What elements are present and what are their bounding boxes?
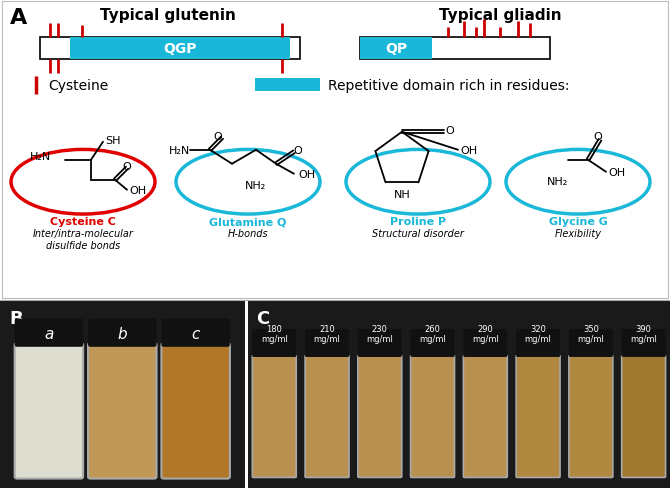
FancyBboxPatch shape [88,319,157,347]
Text: OH: OH [129,185,146,195]
FancyBboxPatch shape [622,356,665,477]
FancyBboxPatch shape [15,344,83,479]
Text: OH: OH [608,167,625,177]
Text: 320
mg/ml: 320 mg/ml [525,324,551,344]
FancyBboxPatch shape [88,344,157,479]
Text: Cysteine: Cysteine [48,79,109,93]
Text: 290
mg/ml: 290 mg/ml [472,324,498,344]
Text: H-bonds: H-bonds [228,228,268,239]
Text: Repetitive domain rich in residues:: Repetitive domain rich in residues: [328,79,570,93]
FancyBboxPatch shape [411,356,454,477]
Text: Typical glutenin: Typical glutenin [100,8,236,23]
FancyBboxPatch shape [15,319,83,347]
Bar [40,38,300,60]
FancyBboxPatch shape [161,319,230,347]
FancyBboxPatch shape [305,329,349,357]
Text: OH: OH [460,145,477,155]
Text: NH₂: NH₂ [245,181,267,190]
Text: H₂N: H₂N [29,151,51,162]
Text: QGP: QGP [163,42,197,56]
Text: NH: NH [394,189,410,199]
FancyBboxPatch shape [516,356,560,477]
Text: 180
mg/ml: 180 mg/ml [261,324,287,344]
FancyBboxPatch shape [569,329,613,357]
Text: 350
mg/ml: 350 mg/ml [578,324,604,344]
Text: O: O [293,145,302,155]
FancyBboxPatch shape [464,356,507,477]
Bar [360,38,432,60]
Text: 230
mg/ml: 230 mg/ml [366,324,393,344]
Text: NH₂: NH₂ [547,176,569,186]
Text: B: B [10,309,23,327]
FancyBboxPatch shape [464,329,507,357]
Text: SH: SH [105,136,121,145]
FancyBboxPatch shape [516,329,560,357]
Text: a: a [44,326,54,342]
Text: O: O [594,131,602,142]
Text: O: O [214,131,222,142]
FancyBboxPatch shape [253,329,296,357]
FancyBboxPatch shape [569,356,613,477]
Ellipse shape [11,150,155,215]
FancyBboxPatch shape [161,344,230,479]
Bar [70,38,290,60]
Ellipse shape [176,150,320,215]
Text: 390
mg/ml: 390 mg/ml [630,324,657,344]
Text: Proline P: Proline P [390,217,446,226]
Text: OH: OH [298,169,315,180]
Text: H₂N: H₂N [169,145,190,155]
Text: Typical gliadin: Typical gliadin [439,8,561,23]
Text: Flexibility: Flexibility [555,228,602,239]
Bar [255,79,320,92]
Text: Glycine G: Glycine G [549,217,608,226]
FancyBboxPatch shape [358,329,402,357]
Ellipse shape [506,150,650,215]
Text: 210
mg/ml: 210 mg/ml [314,324,340,344]
Text: Cysteine C: Cysteine C [50,217,116,226]
Text: c: c [192,326,200,342]
Text: O: O [123,162,131,171]
Bar [360,38,550,60]
FancyBboxPatch shape [253,356,296,477]
FancyBboxPatch shape [305,356,349,477]
Ellipse shape [346,150,490,215]
Text: b: b [117,326,127,342]
Text: A: A [10,8,27,28]
Text: Structural disorder: Structural disorder [372,228,464,239]
Text: O: O [446,125,454,136]
FancyBboxPatch shape [358,356,402,477]
Text: 260
mg/ml: 260 mg/ml [419,324,446,344]
FancyBboxPatch shape [622,329,665,357]
Text: C: C [257,309,269,327]
Text: Inter/intra-molecular
disulfide bonds: Inter/intra-molecular disulfide bonds [33,228,133,250]
FancyBboxPatch shape [411,329,454,357]
Text: QP: QP [385,42,407,56]
Text: Glutamine Q: Glutamine Q [209,217,287,226]
